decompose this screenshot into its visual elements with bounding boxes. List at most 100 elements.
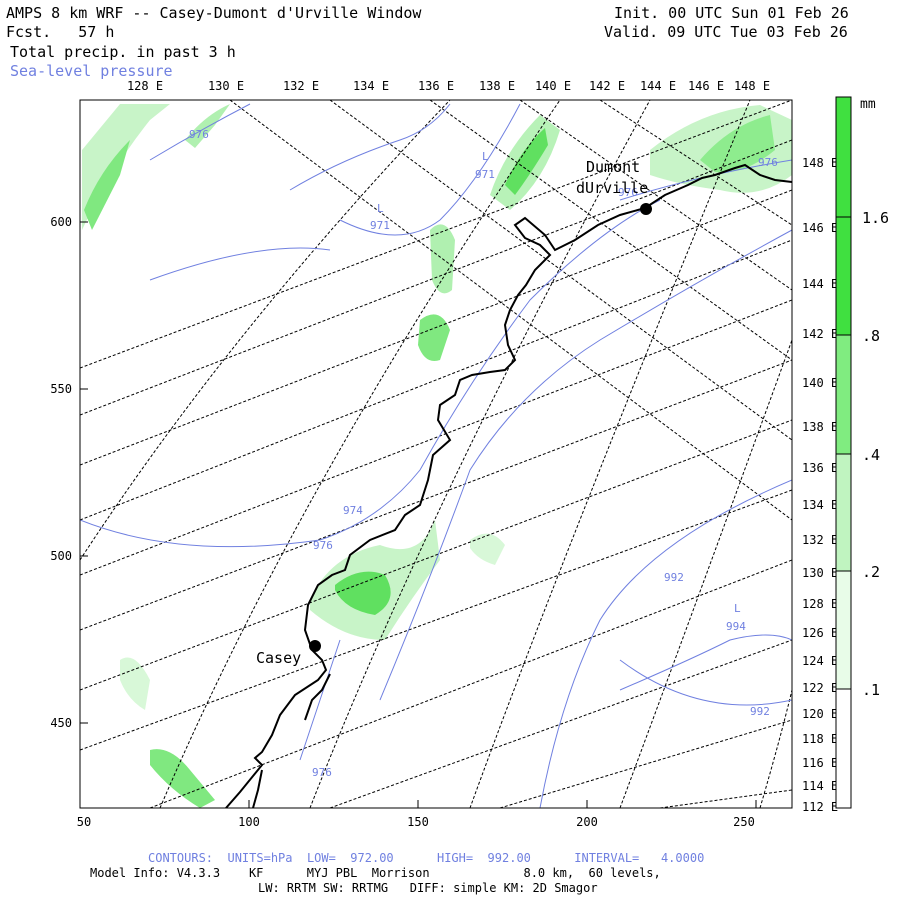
latitude-arc (469, 100, 751, 808)
lon-label: 138 E (802, 420, 838, 434)
y-tick-label: 550 (50, 382, 72, 396)
lon-label: 148 E (734, 79, 770, 93)
field-name: Total precip. in past 3 h (10, 43, 236, 61)
colorbar-bin (835, 96, 852, 218)
meridian-line (80, 419, 792, 691)
precip-region (84, 140, 130, 230)
meridian-line (80, 100, 792, 369)
plot-frame (79, 99, 793, 809)
isobar (149, 103, 251, 161)
low-marker: L (734, 602, 741, 615)
latlon-grid (80, 100, 792, 808)
meridian-line (80, 189, 792, 466)
lon-label: 148 E (802, 156, 838, 170)
lon-label: 120 E (802, 707, 838, 721)
lon-label: 142 E (802, 327, 838, 341)
latitude-arc (159, 100, 561, 808)
precip-region (335, 571, 391, 615)
lon-label: 132 E (802, 533, 838, 547)
colorbar (835, 96, 852, 809)
contour-label: 976 (312, 766, 332, 779)
colorbar-labels: mm .1 .2 .4 .8 1.6 (860, 97, 889, 699)
contour-label: 974 (343, 504, 363, 517)
colorbar-bin (835, 334, 852, 455)
precip-region (82, 104, 170, 230)
latitude-arc (759, 689, 792, 808)
y-tick-label: 500 (50, 549, 72, 563)
physics-info: LW: RRTM SW: RRTMG DIFF: simple KM: 2D S… (258, 881, 598, 895)
isobar (539, 479, 792, 808)
contour-field-name: Sea-level pressure (10, 62, 173, 80)
contour-value-labels: 976 971 971 976 976 976 992 994 992 974 … (189, 128, 778, 779)
precip-region (505, 128, 548, 195)
isobar (379, 229, 792, 701)
precip-region (185, 104, 230, 148)
lon-label: 144 E (802, 277, 838, 291)
casey-station-marker (309, 640, 321, 652)
lon-label: 138 E (479, 79, 515, 93)
isobar (299, 639, 341, 761)
x-tick-label: 100 (238, 815, 260, 829)
contour-label: 994 (726, 620, 746, 633)
right-longitude-labels: 148 E 146 E 144 E 142 E 140 E 138 E 136 … (802, 156, 838, 814)
y-tick-labels: 600 550 500 450 (50, 215, 72, 730)
coastline (225, 163, 792, 808)
fcst-hours: 57 h (78, 23, 115, 41)
meridian-line (599, 100, 792, 226)
meridian-line (499, 719, 792, 808)
latitude-arc (309, 100, 651, 808)
pressure-contours (80, 103, 792, 808)
x-tick-label: 200 (576, 815, 598, 829)
lon-label: 130 E (208, 79, 244, 93)
contour-label: 992 (750, 705, 770, 718)
x-tick-labels: 50 100 150 200 250 (77, 815, 755, 829)
colorbar-level: .1 (862, 681, 880, 699)
coastline-path (252, 769, 263, 808)
colorbar-level: .4 (862, 446, 880, 464)
colorbar-bin (835, 216, 852, 336)
colorbar-level: 1.6 (862, 209, 889, 227)
x-tick-label: 150 (407, 815, 429, 829)
isobar (339, 103, 521, 236)
contour-label: 992 (664, 571, 684, 584)
lon-label: 146 E (802, 221, 838, 235)
lon-label: 112 E (802, 800, 838, 814)
x-tick-label: 250 (733, 815, 755, 829)
forecast-hour: Fcst. 57 h (6, 23, 114, 41)
colorbar-unit: mm (860, 97, 876, 112)
meridian-line (80, 239, 792, 521)
lon-label: 116 E (802, 756, 838, 770)
lon-label: 136 E (802, 461, 838, 475)
dumont-station-label-line2: dUrville (576, 179, 648, 197)
colorbar-level: .8 (862, 327, 880, 345)
meridian-line (80, 359, 792, 631)
precip-shading (82, 104, 792, 808)
contour-info: CONTOURS: UNITS=hPa LOW= 972.00 HIGH= 99… (148, 851, 705, 865)
lon-label: 140 E (535, 79, 571, 93)
colorbar-level: .2 (862, 563, 880, 581)
coastline-path (304, 673, 331, 721)
lon-label: 132 E (283, 79, 319, 93)
meridian-line (80, 139, 792, 416)
lon-label: 124 E (802, 654, 838, 668)
latitude-arc (619, 339, 792, 808)
isobar (619, 659, 792, 706)
colorbar-bin (835, 453, 852, 572)
lon-label: 144 E (640, 79, 676, 93)
meridian-line (80, 299, 792, 576)
stations: Casey Dumont dUrville (256, 158, 652, 667)
lon-label: 140 E (802, 376, 838, 390)
dumont-station-label-line1: Dumont (586, 158, 640, 176)
casey-station-label: Casey (256, 649, 301, 667)
x-tick-label: 50 (77, 815, 91, 829)
precip-region (418, 314, 450, 361)
precip-region (120, 657, 150, 710)
isobar (149, 247, 331, 281)
x-axis (79, 800, 757, 808)
lon-label: 146 E (688, 79, 724, 93)
contour-label: 971 (475, 168, 495, 181)
contour-label: 976 (189, 128, 209, 141)
isobar (289, 103, 451, 191)
lon-label: 134 E (353, 79, 389, 93)
